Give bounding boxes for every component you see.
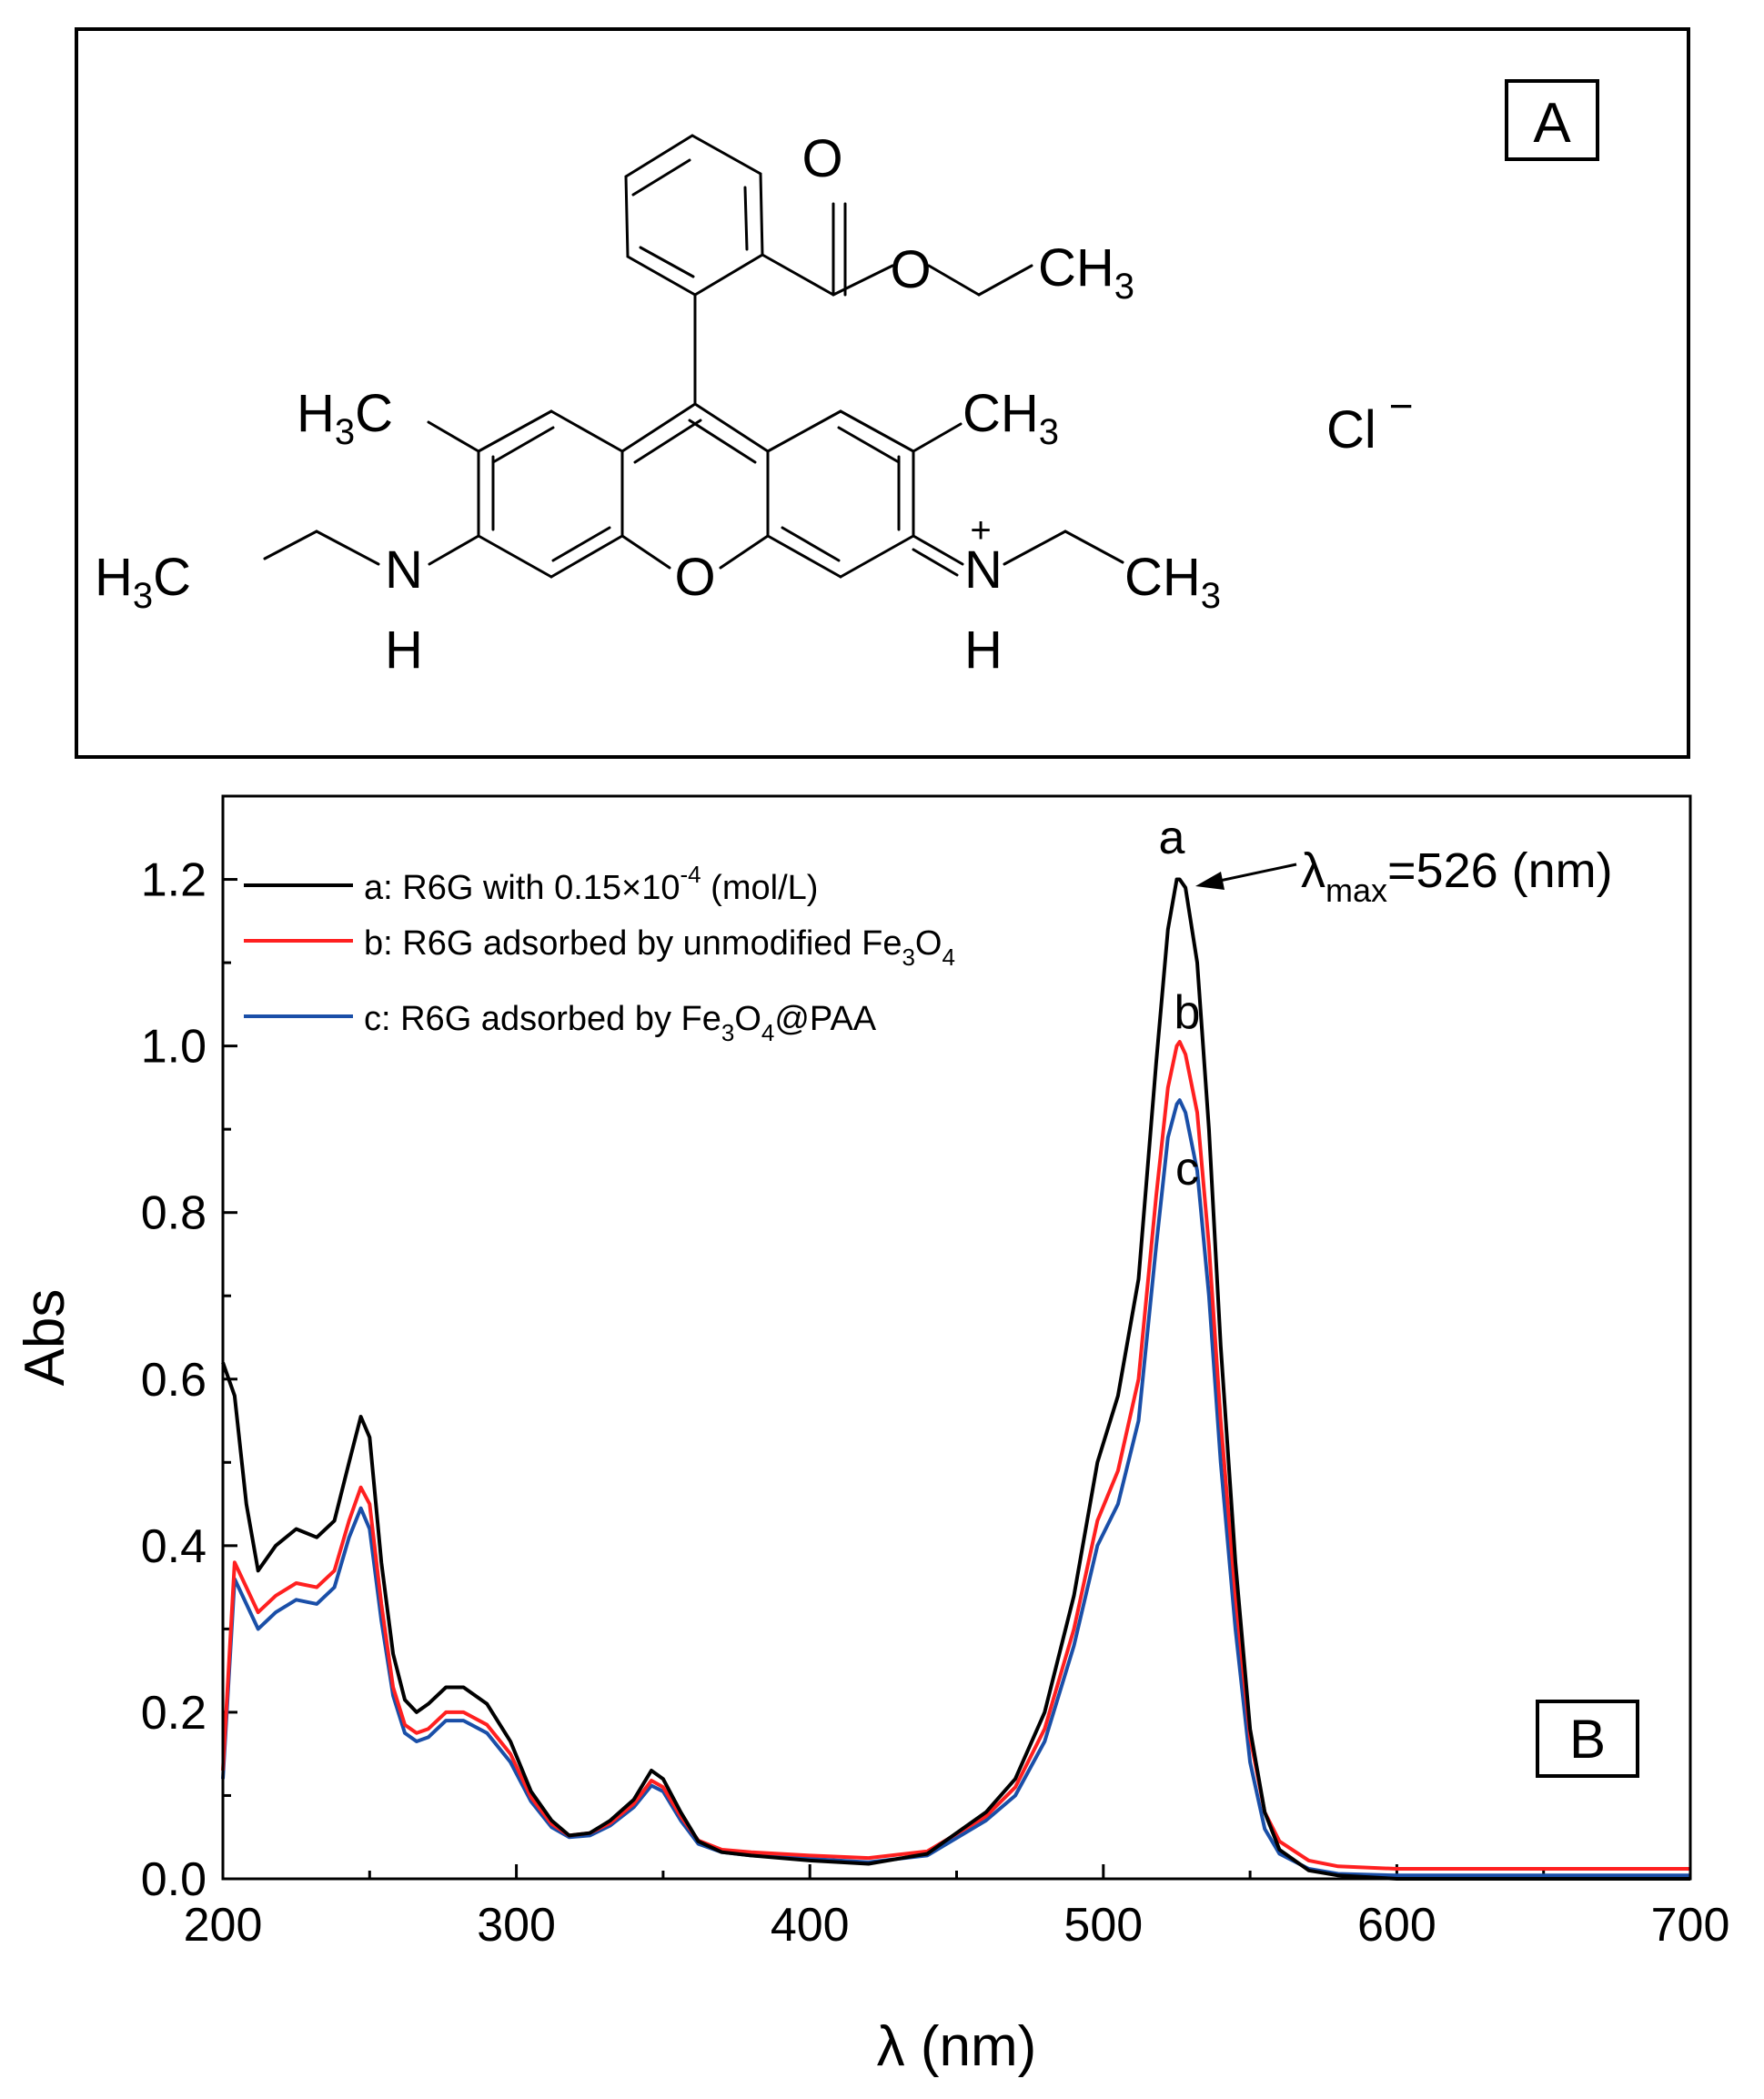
chloride-text: Cl bbox=[1326, 400, 1376, 459]
x-tick-label: 700 bbox=[1651, 1899, 1730, 1952]
peak-label-b: b bbox=[1174, 986, 1201, 1039]
right-ethyl-sub: 3 bbox=[1201, 576, 1221, 616]
left-methyl-c: C bbox=[355, 384, 393, 443]
x-tick-label: 400 bbox=[771, 1899, 850, 1952]
legend-a-suffix: (mol/L) bbox=[701, 869, 819, 907]
right-ethyl-text: CH bbox=[1124, 548, 1201, 607]
right-nh-label: H bbox=[964, 621, 1003, 680]
series-a-line bbox=[221, 877, 1690, 1881]
left-nitrogen-label: N bbox=[385, 540, 423, 600]
ester-methyl-text: CH bbox=[1038, 238, 1114, 298]
y-tick-label: 0.0 bbox=[141, 1853, 207, 1906]
right-methyl-text: CH bbox=[963, 384, 1039, 443]
ring-oxygen-label: O bbox=[674, 548, 715, 607]
y-tick-label: 1.2 bbox=[141, 854, 207, 907]
legend-c-sub1: 3 bbox=[721, 1019, 734, 1046]
y-tick-label: 0.6 bbox=[141, 1354, 207, 1407]
legend-c-sub2: 4 bbox=[761, 1019, 774, 1046]
left-methyl-h: H bbox=[297, 384, 335, 443]
carbonyl-oxygen-label: O bbox=[801, 129, 842, 188]
ester-methyl-label: CH3 bbox=[1038, 238, 1134, 307]
absorbance-chart: 200 300 400 500 600 7000.00.20.40.60.81.01.2 … bbox=[14, 794, 1730, 2078]
ester-methyl-sub: 3 bbox=[1114, 267, 1134, 307]
panel-a-label: A bbox=[1533, 92, 1571, 155]
right-methyl-sub: 3 bbox=[1039, 412, 1059, 452]
left-ethyl-c: C bbox=[153, 548, 191, 607]
y-tick-label: 0.4 bbox=[141, 1520, 207, 1573]
plot-frame bbox=[221, 794, 1692, 1881]
benzene-ring bbox=[624, 134, 764, 297]
y-tick-label: 0.2 bbox=[141, 1687, 207, 1740]
panel-b-label-box bbox=[1536, 1700, 1639, 1778]
y-tick-label: 0.8 bbox=[141, 1187, 207, 1240]
lambda-max-annotation: λmax=526 (nm) bbox=[1195, 843, 1613, 909]
x-tick-label: 300 bbox=[477, 1899, 556, 1952]
annotation-value: =526 (nm) bbox=[1387, 843, 1613, 898]
tick-label-layer: 200 300 400 500 600 700 0.0 0.2 0.4 0.6 0.8 1.0 1.2 bbox=[141, 854, 1730, 1952]
legend-b-prefix: b: R6G adsorbed by unmodified Fe bbox=[364, 924, 902, 963]
ester-oxygen-label: O bbox=[890, 240, 931, 299]
legend-b-sub2: 4 bbox=[942, 944, 954, 971]
series-c-line bbox=[221, 1098, 1690, 1878]
legend-entry-b: b: R6G adsorbed by unmodified Fe3O4 bbox=[364, 924, 955, 971]
panel-a-label-box bbox=[1505, 79, 1599, 161]
annotation-sub: max bbox=[1326, 872, 1387, 909]
rhodamine-6g-structure: O O CH3 H3C CH3 Cl − H3C N H O N + H CH3 … bbox=[95, 79, 1599, 680]
legend: a: R6G with 0.15×10-4 (mol/L) b: R6G ads… bbox=[244, 861, 955, 1046]
annotation-arrow-head bbox=[1195, 872, 1225, 890]
right-methyl-label: CH3 bbox=[963, 384, 1059, 452]
right-ethyl-label: CH3 bbox=[1124, 548, 1221, 616]
y-axis-label: Abs bbox=[14, 1289, 76, 1387]
left-methyl-label: H3C bbox=[297, 384, 393, 452]
x-tick-label: 500 bbox=[1063, 1899, 1143, 1952]
left-methyl-sub: 3 bbox=[335, 412, 355, 452]
legend-c-prefix: c: R6G adsorbed by Fe bbox=[364, 1000, 721, 1038]
annotation-lambda: λ bbox=[1301, 843, 1326, 898]
panel-a-structure: O O CH3 H3C CH3 Cl − H3C N H O N + H CH3 … bbox=[75, 27, 1690, 759]
chloride-charge: − bbox=[1389, 382, 1414, 429]
panel-b-label: B bbox=[1569, 1709, 1606, 1770]
legend-c-suffix: @PAA bbox=[774, 1000, 876, 1038]
annotation-text: λmax=526 (nm) bbox=[1301, 843, 1613, 909]
panel-b-chart: 200 300 400 500 600 700 0.0 0.2 0.4 0.6 0.8 1.0 1.2 … bbox=[0, 773, 1764, 2099]
peak-label-c: c bbox=[1175, 1143, 1199, 1196]
left-ethyl-h: H bbox=[95, 548, 133, 607]
left-ethyl-label: H3C bbox=[95, 548, 191, 616]
left-nh-label: H bbox=[385, 621, 423, 680]
chloride-label: Cl − bbox=[1326, 382, 1414, 459]
legend-b-sub1: 3 bbox=[902, 944, 914, 971]
left-ethyl-sub: 3 bbox=[133, 576, 153, 616]
series-b-line bbox=[221, 1040, 1690, 1871]
peak-label-a: a bbox=[1159, 812, 1185, 864]
legend-entry-c: c: R6G adsorbed by Fe3O4@PAA bbox=[364, 1000, 877, 1046]
x-tick-label: 600 bbox=[1357, 1899, 1436, 1952]
legend-entry-a: a: R6G with 0.15×10-4 (mol/L) bbox=[364, 861, 818, 907]
right-nitrogen-charge: + bbox=[970, 510, 991, 550]
series-layer bbox=[221, 877, 1690, 1881]
legend-a-prefix: a: R6G with 0.15×10 bbox=[364, 869, 680, 907]
right-nitrogen-label: N bbox=[964, 540, 1003, 600]
legend-c-mid: O bbox=[734, 1000, 761, 1038]
x-axis-label: λ (nm) bbox=[877, 2015, 1037, 2078]
legend-b-mid: O bbox=[915, 924, 942, 963]
y-tick-label: 1.0 bbox=[141, 1021, 207, 1074]
x-tick-label: 200 bbox=[184, 1899, 263, 1952]
legend-a-sup: -4 bbox=[680, 861, 701, 888]
